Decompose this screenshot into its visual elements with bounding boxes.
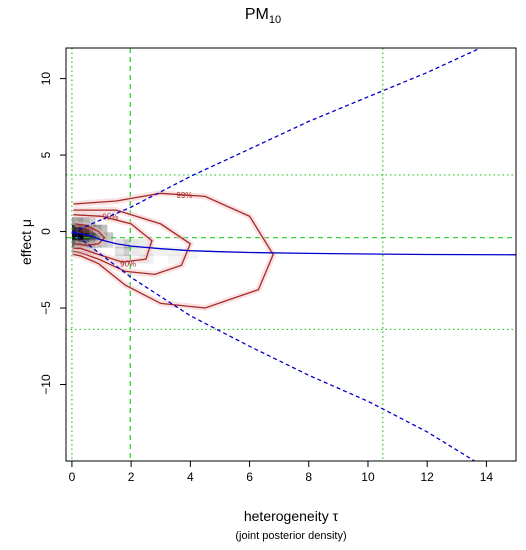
x-tick-label: 12 bbox=[421, 470, 435, 484]
density-cell bbox=[107, 240, 114, 248]
interval-upper-line bbox=[71, 48, 481, 233]
x-tick-label: 10 bbox=[361, 470, 375, 484]
density-cell bbox=[83, 217, 90, 225]
x-axis-label: heterogeneity τ bbox=[243, 508, 339, 524]
density-cell bbox=[77, 217, 84, 225]
y-tick-label: 0 bbox=[39, 228, 53, 235]
axes: 0 2 4 6 8 10 12 14 −10 −5 0 5 10 bbox=[39, 72, 493, 484]
density-cell bbox=[114, 246, 130, 257]
density-cell bbox=[182, 249, 198, 260]
density-cell bbox=[89, 217, 96, 225]
x-tick-label: 0 bbox=[69, 470, 76, 484]
y-tick-label: −5 bbox=[39, 301, 53, 315]
contour-label: 90% bbox=[120, 260, 136, 269]
conditional-mean-line bbox=[71, 231, 516, 256]
density-cell bbox=[168, 254, 183, 264]
chart-title-subscript: 10 bbox=[268, 14, 282, 27]
density-cell bbox=[77, 232, 84, 240]
density-cell bbox=[83, 232, 90, 240]
density-cell bbox=[71, 224, 78, 233]
density-cell bbox=[107, 232, 114, 240]
y-axis-label: effect μ bbox=[18, 219, 34, 265]
density-cell bbox=[101, 224, 108, 233]
density-cell bbox=[101, 240, 108, 248]
chart-title: PM10 bbox=[0, 6, 526, 26]
contour-line bbox=[73, 192, 274, 309]
contour-line bbox=[73, 209, 192, 276]
chart-title-text: PM bbox=[244, 6, 269, 23]
y-tick-label: 5 bbox=[39, 151, 53, 158]
x-tick-label: 8 bbox=[305, 470, 312, 484]
x-tick-label: 2 bbox=[128, 470, 135, 484]
density-cell bbox=[153, 246, 169, 257]
density-cell bbox=[123, 246, 139, 257]
credible-interval-guides bbox=[66, 48, 516, 461]
x-axis-note: (joint posterior density) bbox=[235, 530, 347, 542]
density-cell bbox=[123, 239, 139, 249]
plot-frame bbox=[65, 47, 517, 462]
x-tick-label: 14 bbox=[480, 470, 494, 484]
contour-line bbox=[73, 214, 153, 263]
density-cell bbox=[95, 232, 102, 240]
posterior-lines bbox=[71, 48, 516, 461]
density-cell bbox=[71, 232, 78, 240]
density-cell bbox=[168, 246, 183, 257]
x-tick-label: 4 bbox=[187, 470, 194, 484]
contour-label: 95% bbox=[102, 212, 118, 221]
density-cell bbox=[114, 239, 130, 249]
interval-lower-line bbox=[71, 231, 475, 461]
density-cell bbox=[71, 217, 78, 225]
density-cell bbox=[138, 239, 154, 249]
x-tick-label: 6 bbox=[246, 470, 253, 484]
y-tick-label: 10 bbox=[39, 72, 53, 86]
y-tick-label: −10 bbox=[39, 374, 53, 395]
contour-label: 50% bbox=[77, 226, 93, 235]
density-cell bbox=[71, 240, 78, 248]
contour-label: 99% bbox=[176, 191, 192, 200]
